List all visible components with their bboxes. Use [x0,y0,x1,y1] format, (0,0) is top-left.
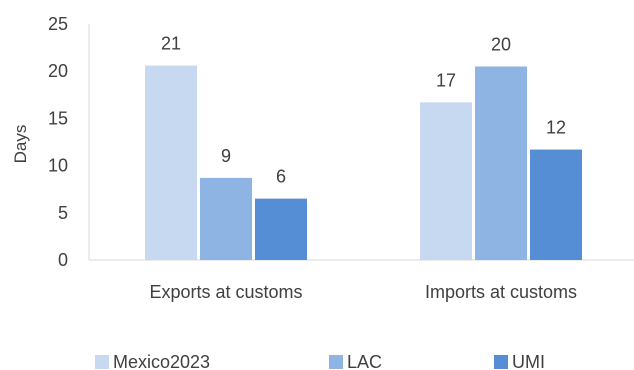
data-label: 12 [546,118,566,138]
y-tick-label: 25 [48,14,68,34]
legend-label: LAC [347,352,382,370]
legend-label: UMI [512,352,545,370]
data-label: 21 [161,34,181,54]
data-label: 9 [221,146,231,166]
data-label: 6 [276,167,286,187]
bar-mexico2023-0 [145,65,197,260]
bar-umi-1 [530,149,582,260]
legend: Mexico2023 LAC UMI [95,352,545,370]
bar-lac-0 [200,177,252,260]
category-label: Imports at customs [425,282,577,302]
legend-swatch-mexico2023 [95,355,109,369]
y-tick-label: 10 [48,156,68,176]
legend-label: Mexico2023 [113,352,210,370]
y-tick-label: 15 [48,108,68,128]
y-tick-label: 0 [58,250,68,270]
data-label: 17 [436,70,456,90]
y-tick-labels: 0 5 10 15 20 25 [48,14,68,270]
category-label: Exports at customs [149,282,302,302]
bar-umi-0 [255,198,307,260]
y-axis-label: Days [11,125,30,164]
data-label: 20 [491,34,511,54]
legend-swatch-lac [329,355,343,369]
y-tick-label: 5 [58,203,68,223]
bar-lac-1 [475,66,527,260]
y-tick-label: 20 [48,61,68,81]
legend-swatch-umi [494,355,508,369]
category-labels: Exports at customs Imports at customs [149,282,577,302]
bar-mexico2023-1 [420,102,472,261]
bars [145,65,582,261]
data-labels: 21 17 9 20 6 12 [161,34,566,187]
